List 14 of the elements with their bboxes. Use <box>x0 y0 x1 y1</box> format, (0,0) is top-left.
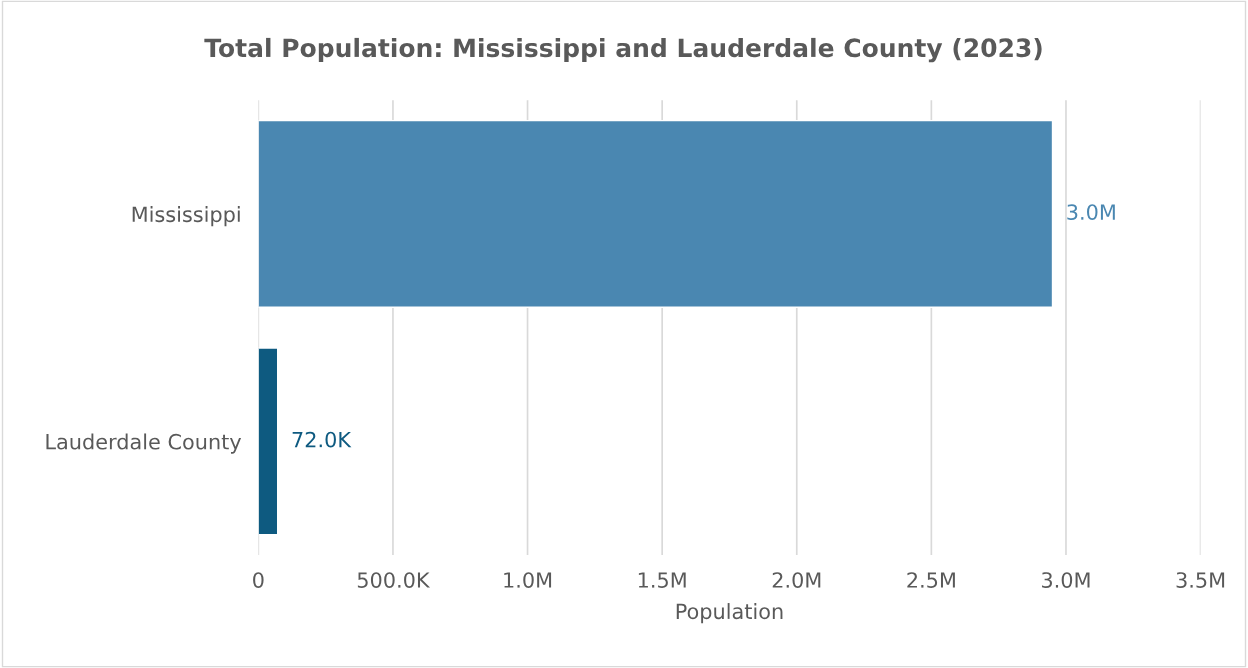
x-tick-label: 2.5M <box>907 572 955 588</box>
x-tick-label: 3.0M <box>1042 572 1090 588</box>
x-tick-label: 0 <box>253 572 264 588</box>
data-label: 72.0K <box>292 431 352 448</box>
x-tick-label: 2.0M <box>772 572 821 588</box>
x-tick-label: 3.5M <box>1176 572 1225 588</box>
x-axis-title: Population <box>676 603 783 624</box>
x-tick-label: 500.0K <box>357 572 431 588</box>
x-tick-label: 1.5M <box>638 572 686 588</box>
y-tick-label: Lauderdale County <box>46 433 242 454</box>
chart-title: Total Population: Mississippi and Lauderdale County (2023) <box>204 37 1042 63</box>
y-tick-label: Mississippi <box>132 206 240 227</box>
data-label: 3.0M <box>1067 204 1115 220</box>
x-tick-label: 1.0M <box>504 572 552 588</box>
